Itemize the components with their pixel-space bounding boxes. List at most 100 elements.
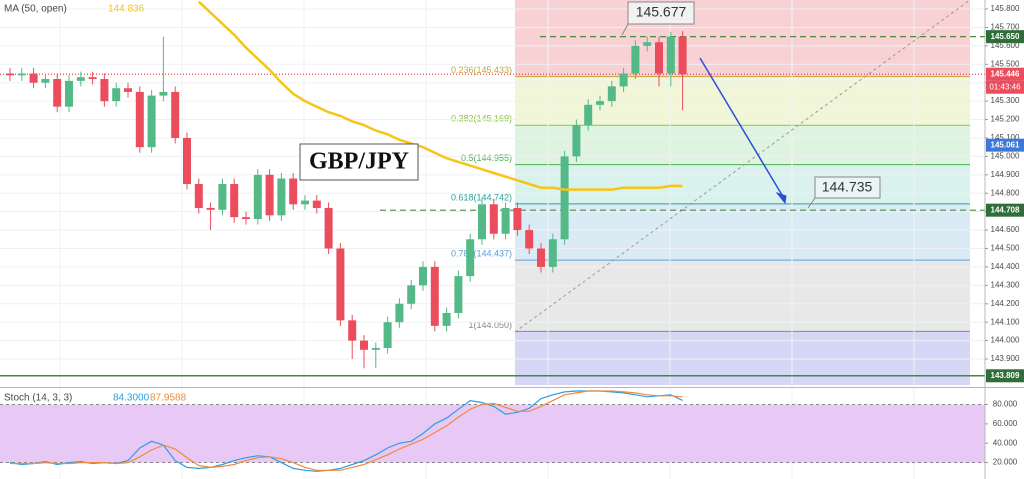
candle-body xyxy=(643,42,652,46)
y-tick-label: 145.300 xyxy=(991,96,1020,105)
fib-zone: 0.236(145.433) 0.382(145.169) 0.5(144.955)… xyxy=(451,0,970,385)
candle-body xyxy=(218,184,227,210)
legend-d: 87.9588 xyxy=(150,393,187,404)
candle-body xyxy=(478,204,486,240)
price-tag-label: 145.650 xyxy=(991,32,1020,41)
callout xyxy=(627,1,695,25)
candle-body xyxy=(572,125,581,157)
candle-body xyxy=(489,204,498,234)
candle-body xyxy=(383,322,392,348)
fib-band xyxy=(515,125,970,165)
price-tag-label: 145.061 xyxy=(991,140,1020,149)
callout-label: 144.735 xyxy=(822,179,873,195)
candle-body xyxy=(171,91,180,138)
y-tick-label: 145.700 xyxy=(991,23,1020,32)
candle-body xyxy=(29,73,38,83)
price-tag-label: 144.708 xyxy=(991,205,1020,214)
chart-title: GBP/JPY xyxy=(309,149,409,175)
candle-body xyxy=(360,340,368,350)
y-tick-label: 145.500 xyxy=(991,59,1020,68)
stoch-line xyxy=(9,390,683,472)
candle-body xyxy=(301,200,309,205)
indicator-value: 144.836 xyxy=(108,4,145,15)
candle-body xyxy=(655,42,663,74)
countdown: 01:43:46 xyxy=(989,82,1021,91)
candle-body xyxy=(407,285,416,304)
candle-body xyxy=(371,347,380,350)
trend-line xyxy=(514,0,971,333)
fib-band xyxy=(515,164,970,204)
stoch-line xyxy=(10,390,683,471)
y-tick-label: 145.200 xyxy=(991,115,1020,124)
candle-body xyxy=(596,101,604,105)
candle-body xyxy=(584,104,593,126)
candle-body xyxy=(631,45,640,74)
fib-label: 0.786(144.437) xyxy=(451,248,512,258)
ma-line xyxy=(197,0,683,191)
arrow-head xyxy=(775,191,787,205)
fib-band xyxy=(515,260,970,332)
grid xyxy=(0,0,985,479)
price-tag xyxy=(986,203,1024,217)
fib-label: 1(144.050) xyxy=(468,320,512,330)
candle-body xyxy=(395,303,404,323)
y-tick-label: 80.000 xyxy=(993,400,1018,409)
candle-body xyxy=(289,178,298,205)
candle-body xyxy=(666,36,675,74)
candle-body xyxy=(607,86,616,102)
candle-body xyxy=(419,266,427,286)
candle-body xyxy=(88,77,97,80)
fib-label: 0.382(145.169) xyxy=(451,114,512,124)
callout-pointer xyxy=(807,197,816,209)
candle-body xyxy=(348,320,357,341)
y-tick-label: 144.100 xyxy=(991,317,1020,326)
price-tag xyxy=(986,30,1024,44)
fib-label: 0.5(144.955) xyxy=(461,153,512,163)
arrow xyxy=(699,57,786,201)
candle-body xyxy=(230,184,239,218)
fib-label: 0.618(144.742) xyxy=(451,192,512,202)
y-tick-label: 144.800 xyxy=(991,188,1020,197)
candle-body xyxy=(76,77,85,81)
candle-body xyxy=(548,239,557,267)
countdown-tag xyxy=(986,80,1024,94)
price-tag xyxy=(986,138,1024,152)
fib-label: 0.236(145.433) xyxy=(451,65,512,75)
candle-body xyxy=(159,91,168,96)
price-tag-label: 145.446 xyxy=(991,69,1020,78)
candle-body xyxy=(430,266,439,326)
candle-body xyxy=(194,184,203,208)
candle-body xyxy=(53,79,62,107)
candle-body xyxy=(513,207,522,231)
candle-body xyxy=(183,137,191,185)
candle-body xyxy=(147,95,156,148)
y-tick-label: 145.100 xyxy=(991,133,1020,142)
candle-body xyxy=(6,73,14,76)
candle-body xyxy=(336,248,345,321)
candle-body xyxy=(135,91,144,148)
price-tag-label: 143.809 xyxy=(991,371,1020,380)
y-tick-label: 145.800 xyxy=(991,4,1020,13)
y-tick-label: 40.000 xyxy=(993,438,1018,447)
y-tick-label: 145.000 xyxy=(991,152,1020,161)
candle-body xyxy=(41,79,50,83)
candle-body xyxy=(560,156,569,240)
candle-body xyxy=(537,248,545,267)
y-tick-label: 144.200 xyxy=(991,299,1020,308)
y-tick-label: 143.900 xyxy=(991,354,1020,363)
candle-body xyxy=(242,217,250,220)
candle-body xyxy=(112,88,121,102)
candle-body xyxy=(501,207,510,234)
candle-body xyxy=(265,174,274,216)
callout-label: 145.677 xyxy=(636,4,687,20)
y-tick-label: 20.000 xyxy=(993,458,1018,467)
candle-body xyxy=(324,207,333,249)
y-tick-label: 145.600 xyxy=(991,41,1020,50)
candle-body xyxy=(442,312,451,326)
candle-body xyxy=(525,230,534,249)
stoch-title: Stoch (14, 3, 3) xyxy=(4,393,72,404)
candle-body xyxy=(466,239,475,277)
fib-band xyxy=(515,203,970,261)
y-tick-label: 144.400 xyxy=(991,262,1020,271)
